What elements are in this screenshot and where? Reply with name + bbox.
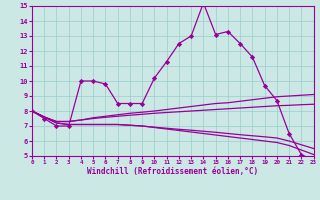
X-axis label: Windchill (Refroidissement éolien,°C): Windchill (Refroidissement éolien,°C) — [87, 167, 258, 176]
